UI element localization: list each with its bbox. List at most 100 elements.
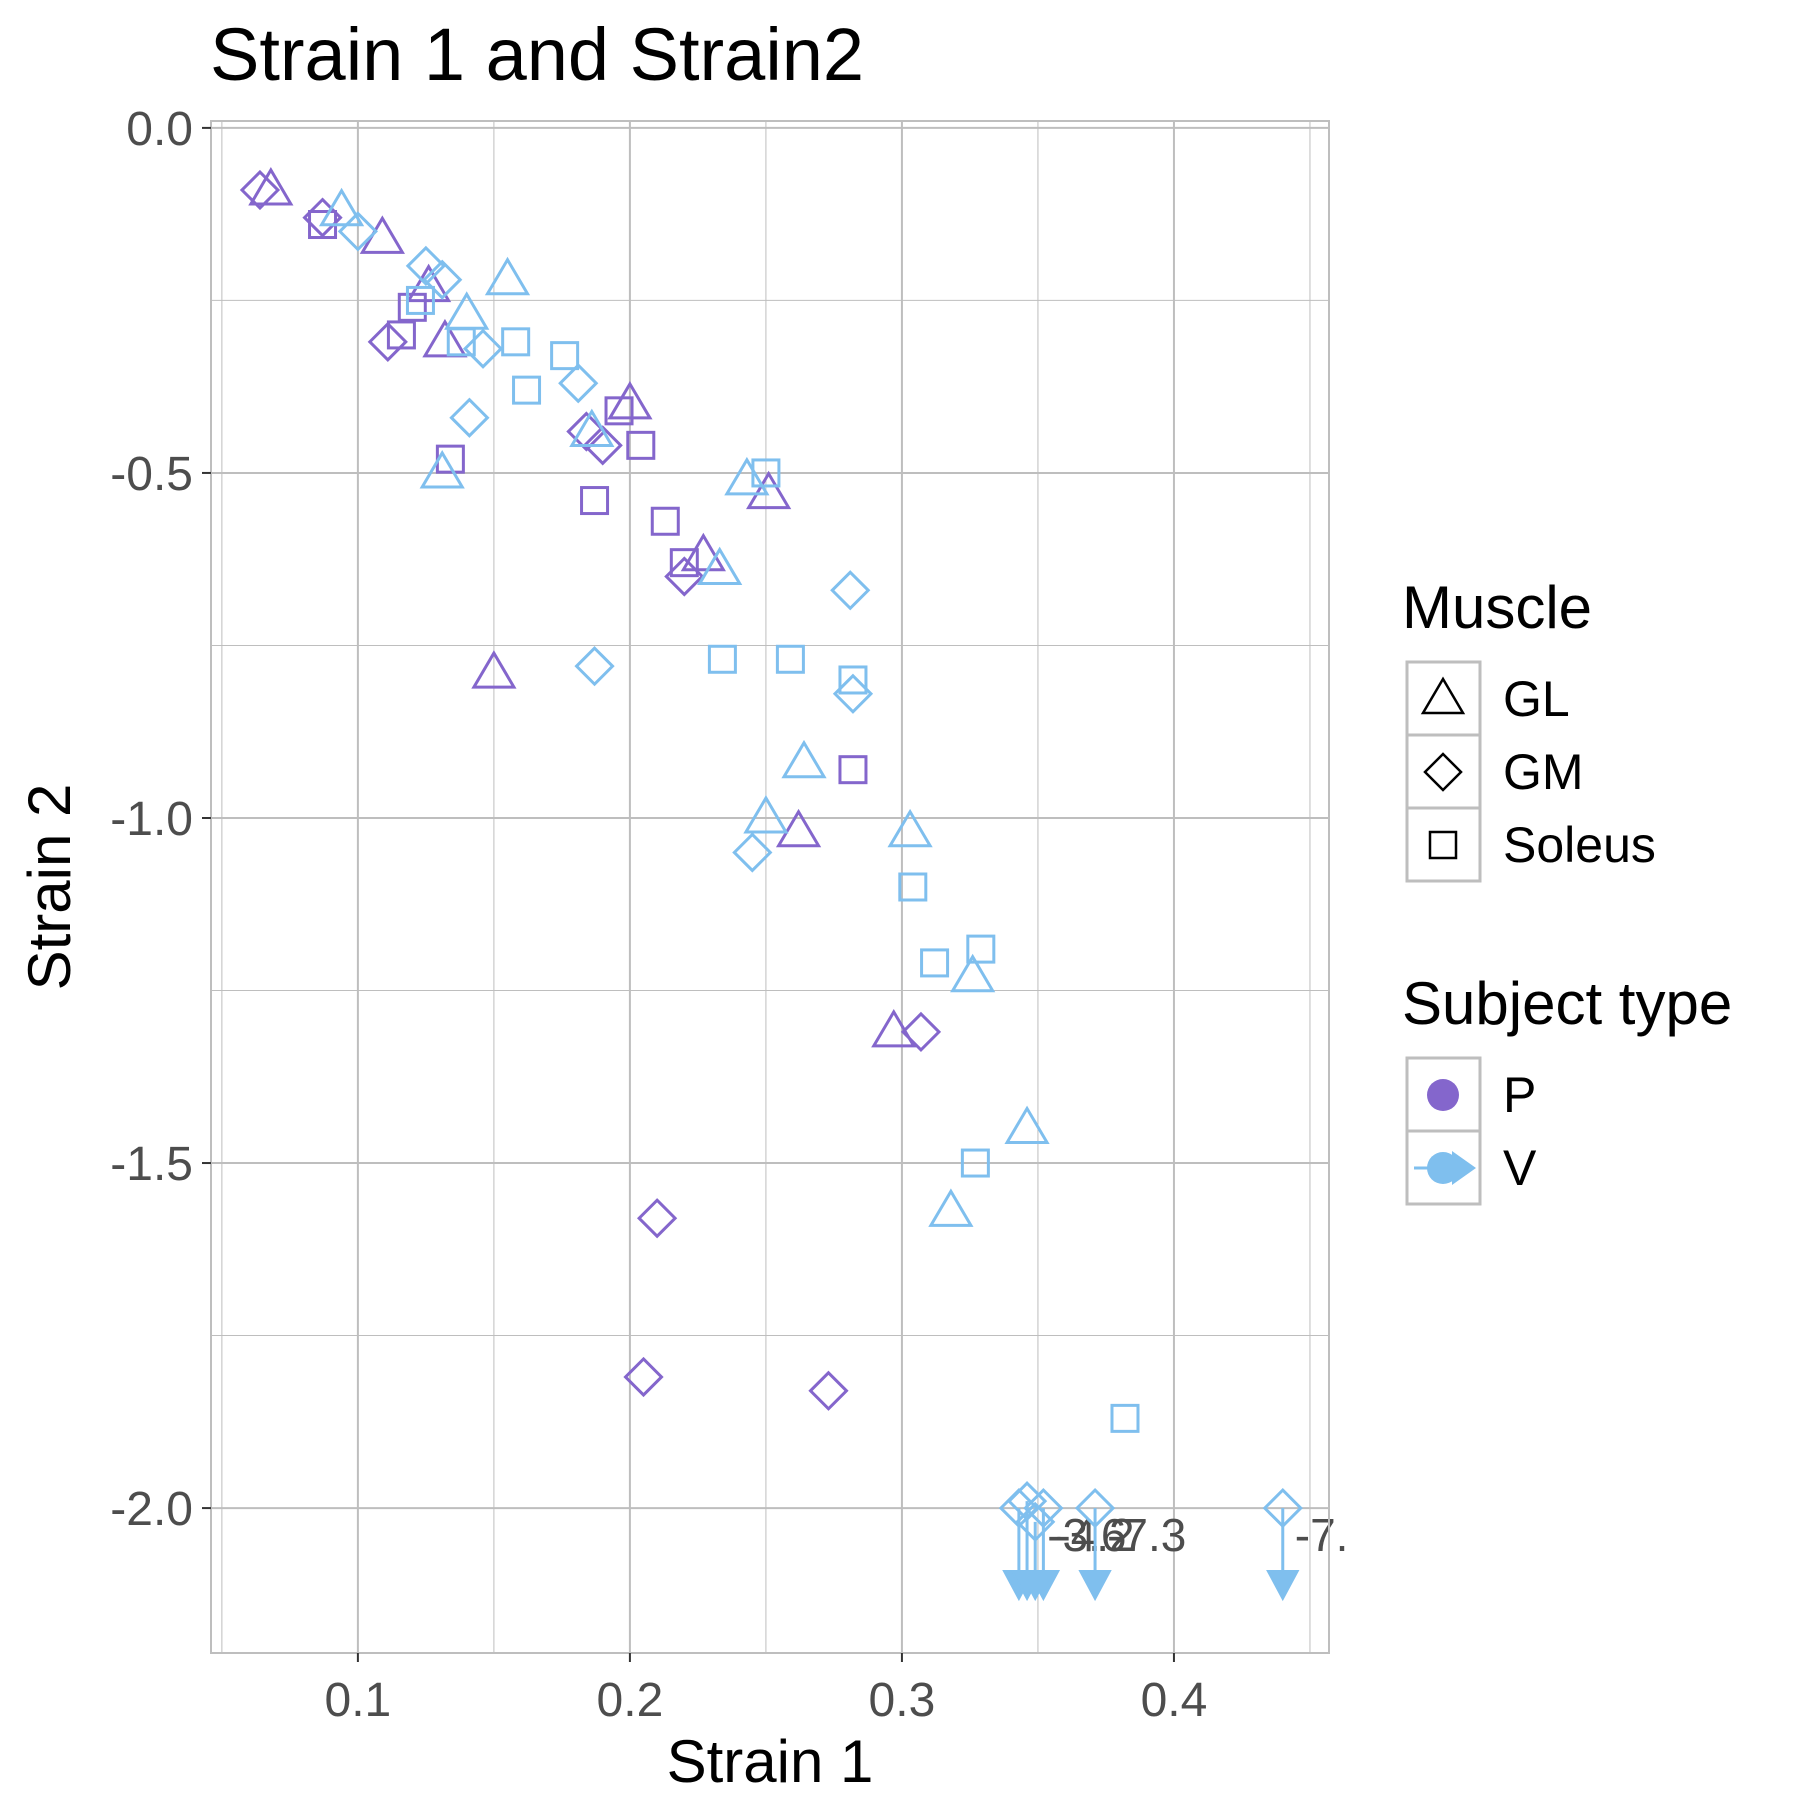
legend-subject-type: Subject type PV	[1402, 970, 1732, 1206]
legend-subject-title: Subject type	[1402, 970, 1732, 1037]
x-axis-label: Strain 1	[667, 1728, 874, 1795]
data-points	[239, 167, 1140, 1433]
x-tick-label: 0.2	[597, 1674, 664, 1727]
censor-arrow-head	[1266, 1570, 1300, 1602]
data-point	[775, 644, 805, 674]
data-point	[248, 167, 294, 206]
data-point	[724, 456, 770, 496]
data-point	[871, 1008, 917, 1048]
data-point	[746, 470, 792, 510]
data-point	[446, 327, 476, 357]
data-point	[830, 570, 871, 611]
legend-muscle: Muscle GL GM Soleus	[1402, 574, 1656, 883]
data-point	[887, 808, 933, 848]
data-point	[680, 532, 726, 572]
censor-arrow-head	[1078, 1570, 1112, 1602]
y-axis-label: Strain 2	[16, 784, 83, 991]
x-tick-label: 0.3	[869, 1674, 936, 1727]
plot-background	[211, 121, 1329, 1653]
data-point	[582, 425, 623, 466]
y-tick-label: -2.0	[110, 1483, 193, 1536]
legend-key-square	[1428, 830, 1458, 860]
data-point	[405, 285, 435, 315]
censor-value-label: -7.	[1295, 1509, 1349, 1561]
data-point	[697, 546, 743, 586]
data-point	[920, 948, 950, 978]
data-point	[900, 1011, 942, 1053]
legend-label: GL	[1503, 671, 1570, 727]
gridlines	[211, 121, 1329, 1653]
data-point	[669, 548, 699, 578]
legend-key-diamond	[1423, 752, 1463, 792]
data-point	[405, 263, 452, 303]
legend-label: P	[1503, 1067, 1536, 1123]
data-point	[569, 408, 615, 448]
data-point	[501, 327, 531, 357]
data-point	[449, 397, 490, 438]
data-point	[367, 321, 408, 362]
data-point	[484, 256, 531, 296]
data-point	[775, 808, 822, 848]
data-point	[623, 1356, 664, 1398]
legend-key-dot	[1427, 1079, 1459, 1111]
chart-title: Strain 1 and Strain2	[210, 13, 864, 96]
data-point	[422, 259, 463, 300]
data-point	[337, 211, 379, 252]
censored-points: -3.6-4.2-7.3 -7.	[998, 1481, 1349, 1602]
legend-key-box	[1405, 660, 1482, 737]
data-point	[471, 650, 517, 689]
data-point	[960, 1148, 990, 1178]
y-axis: 0.0 -0.5 -1.0 -1.5 -2.0	[110, 103, 211, 1536]
data-point	[512, 375, 542, 405]
data-point	[743, 795, 789, 834]
y-tick-label: 0.0	[126, 103, 193, 156]
data-point	[397, 292, 427, 322]
y-tick-label: -1.0	[110, 793, 193, 846]
legend-label: Soleus	[1503, 817, 1656, 873]
data-point	[607, 380, 653, 420]
legend-key-triangle	[1420, 676, 1466, 715]
censor-value-label: -7.3	[1107, 1509, 1186, 1561]
data-point	[838, 755, 868, 785]
legend-label: V	[1503, 1140, 1537, 1196]
legend-key-arrow	[1452, 1151, 1476, 1185]
data-point	[832, 673, 874, 714]
x-axis: 0.1 0.2 0.3 0.4	[325, 1653, 1208, 1727]
censor-arrow-head	[1026, 1570, 1061, 1602]
plot-panel: -3.6-4.2-7.3 -7.	[210, 120, 1349, 1654]
plot-border	[210, 120, 1330, 1654]
x-tick-label: 0.4	[1141, 1674, 1208, 1727]
legend-key-box	[1405, 733, 1482, 810]
legend-label: GM	[1503, 744, 1584, 800]
data-point	[950, 953, 996, 993]
data-point	[422, 318, 468, 358]
y-tick-label: -0.5	[110, 448, 193, 501]
legend-key-box	[1405, 806, 1482, 883]
data-point	[781, 739, 827, 779]
data-point	[604, 396, 634, 426]
legend-muscle-title: Muscle	[1402, 574, 1592, 641]
data-point	[664, 556, 705, 597]
data-point	[966, 934, 996, 964]
data-point	[558, 363, 599, 404]
data-point	[462, 328, 504, 369]
data-point	[928, 1188, 974, 1227]
data-point	[318, 187, 365, 227]
data-point	[550, 341, 580, 371]
data-point	[838, 665, 868, 695]
data-point	[1004, 1105, 1050, 1145]
data-point	[707, 644, 737, 674]
data-point	[405, 245, 447, 287]
x-tick-label: 0.1	[325, 1674, 392, 1727]
legend-key-dot	[1427, 1152, 1459, 1184]
data-point	[636, 1198, 678, 1239]
data-point	[626, 430, 656, 460]
data-point	[650, 506, 680, 536]
data-point	[808, 1370, 849, 1411]
data-point	[732, 832, 773, 873]
data-point	[1110, 1403, 1140, 1433]
data-point	[580, 486, 610, 516]
data-point	[239, 169, 281, 211]
data-point	[898, 872, 928, 902]
